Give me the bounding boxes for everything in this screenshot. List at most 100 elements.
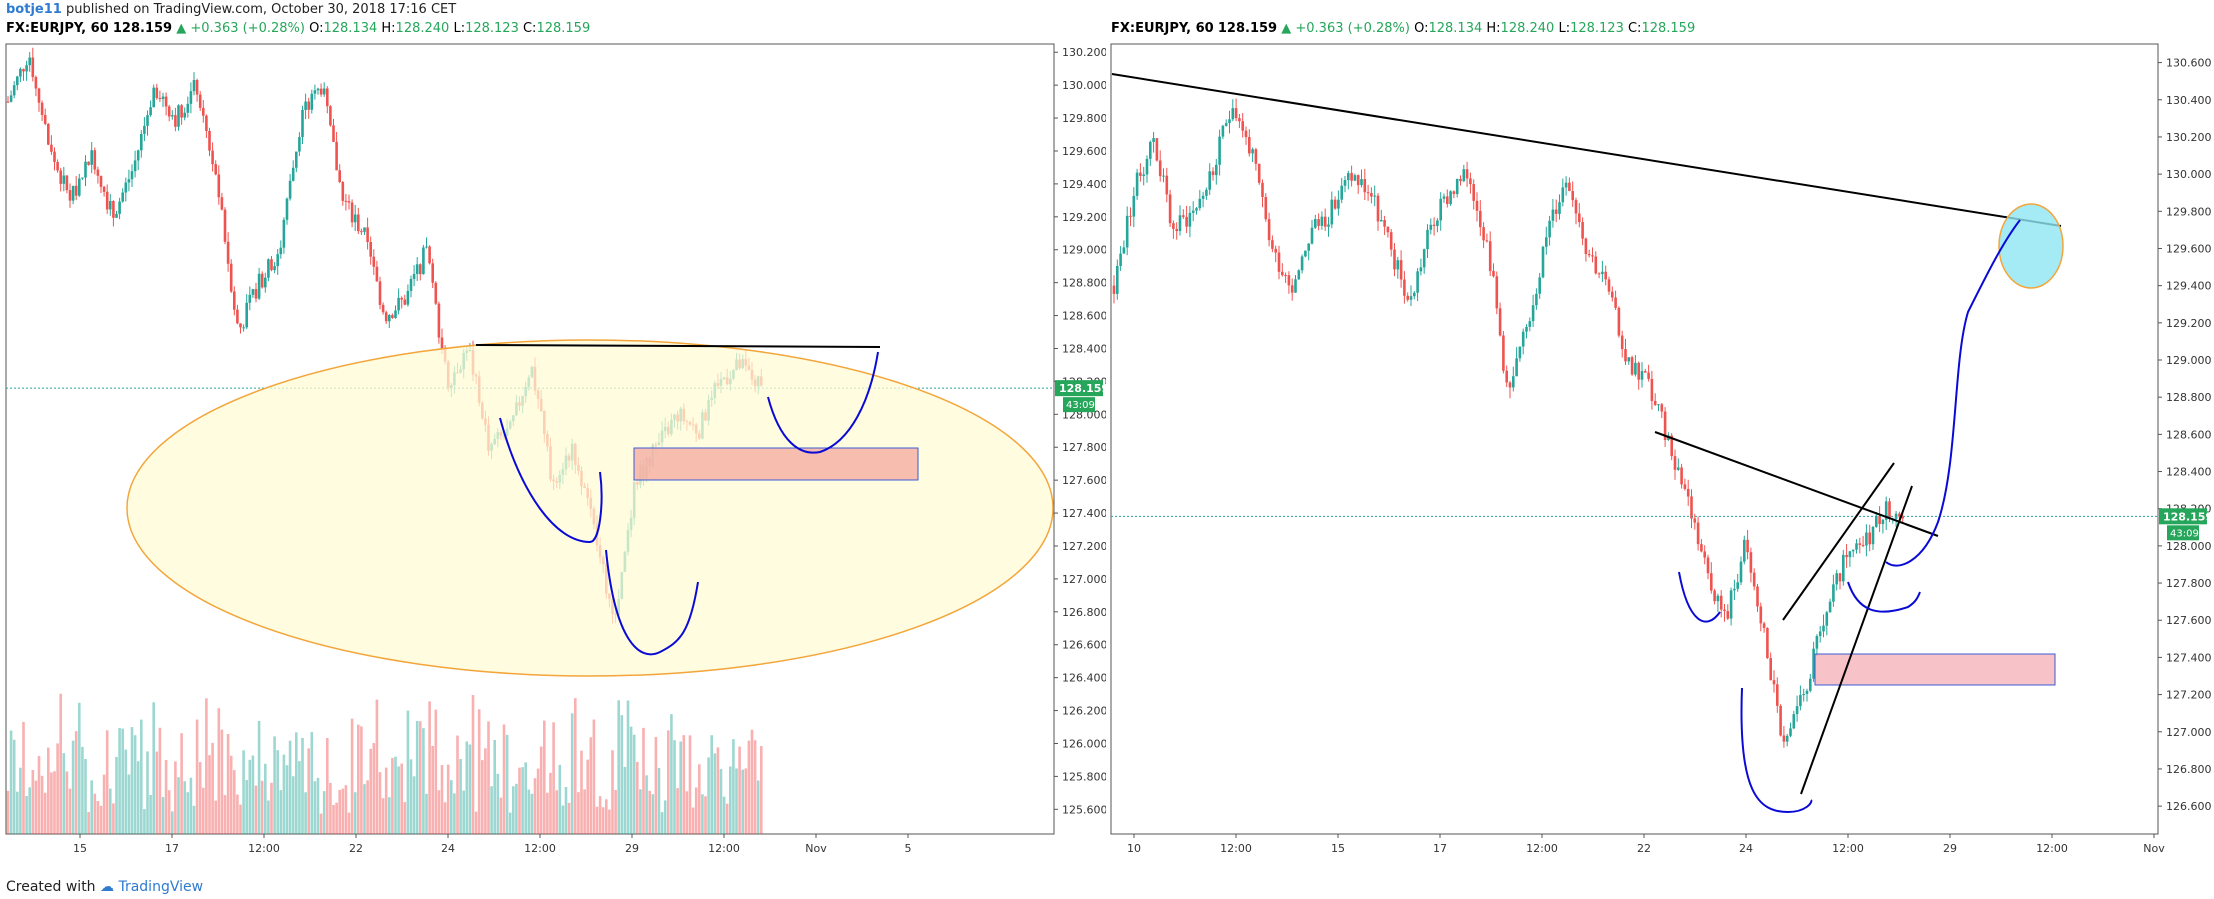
volume-bar [626, 700, 630, 834]
volume-bar [28, 787, 31, 834]
candle-body [279, 247, 283, 255]
volume-bar [96, 801, 100, 834]
volume-bar [329, 782, 332, 834]
candle-body [335, 141, 338, 171]
candle-body [1304, 250, 1307, 257]
candle-body [1637, 362, 1640, 380]
h-label: H: [381, 21, 396, 36]
o-value: 128.134 [1428, 21, 1483, 36]
candle-body [28, 57, 31, 66]
candle-body [412, 274, 416, 279]
volume-bar [140, 719, 143, 834]
candle-body [1178, 215, 1182, 232]
volume-bar [685, 791, 689, 834]
candle-body [105, 191, 109, 210]
candle-body [1868, 532, 1871, 545]
volume-bar [555, 790, 558, 834]
volume-bar [670, 714, 673, 834]
c-label: C: [1627, 21, 1642, 36]
candle-body [1848, 551, 1852, 558]
candle-body [161, 96, 165, 99]
volume-bar [34, 780, 38, 834]
candle-body [186, 103, 190, 113]
left-chart-panel[interactable]: 130.200 130.000 129.800 129.600 129.400 129.2… [0, 42, 1106, 872]
author-link[interactable]: botje11 [6, 2, 62, 17]
tradingview-link[interactable]: TradingView [118, 879, 204, 895]
candle-body [1584, 238, 1588, 255]
candle-body [1125, 215, 1129, 248]
volume-bar [484, 748, 487, 834]
candle-body [96, 169, 100, 176]
y-tick-label: 130.000 [2166, 168, 2212, 181]
candle-body [84, 161, 87, 178]
volume-bar [56, 743, 59, 834]
candle-body [1663, 411, 1667, 440]
candle-body [1238, 118, 1241, 122]
candle-body [1805, 690, 1809, 694]
y-tick-label: 127.600 [2166, 614, 2212, 627]
candle-body [1653, 400, 1657, 406]
l-value: 128.123 [1570, 21, 1624, 36]
candle-body [1657, 404, 1660, 406]
candle-body [319, 88, 323, 95]
volume-bar [16, 791, 19, 834]
right-chart-svg[interactable]: 130.600 130.400 130.200 130.000 129.800 129.6… [1108, 42, 2214, 872]
candle-body [1634, 362, 1637, 375]
black-trendline [475, 344, 881, 348]
candle-body [31, 57, 35, 78]
candle-body [1198, 198, 1202, 209]
right-chart-panel[interactable]: 130.600 130.400 130.200 130.000 129.800 129.6… [1108, 42, 2214, 872]
y-tick-label: 129.600 [1062, 145, 1106, 158]
volume-bar [564, 786, 568, 834]
red-rectangle [1814, 653, 2056, 686]
blue-curve [1678, 571, 1721, 623]
y-tick-label: 128.600 [1062, 310, 1106, 323]
candle-body [1442, 196, 1446, 199]
left-chart-svg[interactable]: 130.200 130.000 129.800 129.600 129.400 129.2… [0, 42, 1106, 872]
candle-body [1779, 705, 1782, 736]
y-tick-label: 126.800 [2166, 763, 2212, 776]
y-tick-label: 129.600 [2166, 242, 2212, 255]
candle-body [431, 263, 434, 283]
candle-body [1231, 108, 1235, 120]
volume-bar [183, 781, 186, 834]
candle-body [1749, 552, 1753, 573]
volume-bar [372, 743, 376, 834]
candle-body [1541, 246, 1545, 278]
candle-body [140, 133, 143, 151]
volume-bar [186, 792, 190, 834]
candle-body [1802, 693, 1805, 696]
candle-body [16, 76, 19, 86]
candle-body [1446, 196, 1449, 205]
x-tick-label: 24 [441, 842, 455, 855]
candle-body [1224, 123, 1228, 126]
candle-body [316, 88, 320, 91]
volume-bar [102, 774, 106, 834]
c-value: 128.159 [536, 21, 591, 36]
y-tick-label: 126.800 [1062, 606, 1106, 619]
x-tick-label: 12:00 [524, 842, 556, 855]
candle-body [9, 95, 13, 102]
y-tick-label: 127.400 [1062, 507, 1106, 520]
candle-body [270, 259, 273, 271]
volume-bar [316, 777, 320, 834]
candle-body [1706, 557, 1710, 574]
candle-body [112, 200, 115, 218]
candle-body [37, 88, 41, 103]
candle-body [1469, 178, 1472, 185]
candle-body [434, 282, 438, 304]
candle-body [155, 87, 159, 98]
y-tick-label: 129.000 [2166, 354, 2212, 367]
x-tick-label: 12:00 [248, 842, 280, 855]
candle-body [1343, 180, 1347, 186]
volume-bar [363, 784, 366, 834]
candle-body [301, 109, 304, 138]
volume-bar [270, 782, 273, 834]
trendline [1654, 431, 1939, 537]
candle-body [1614, 297, 1617, 308]
volume-bar [490, 786, 493, 834]
volume-bar [623, 766, 627, 834]
candle-body [264, 277, 267, 288]
candle-body [1360, 179, 1363, 186]
y-tick-label: 129.800 [2166, 205, 2212, 218]
